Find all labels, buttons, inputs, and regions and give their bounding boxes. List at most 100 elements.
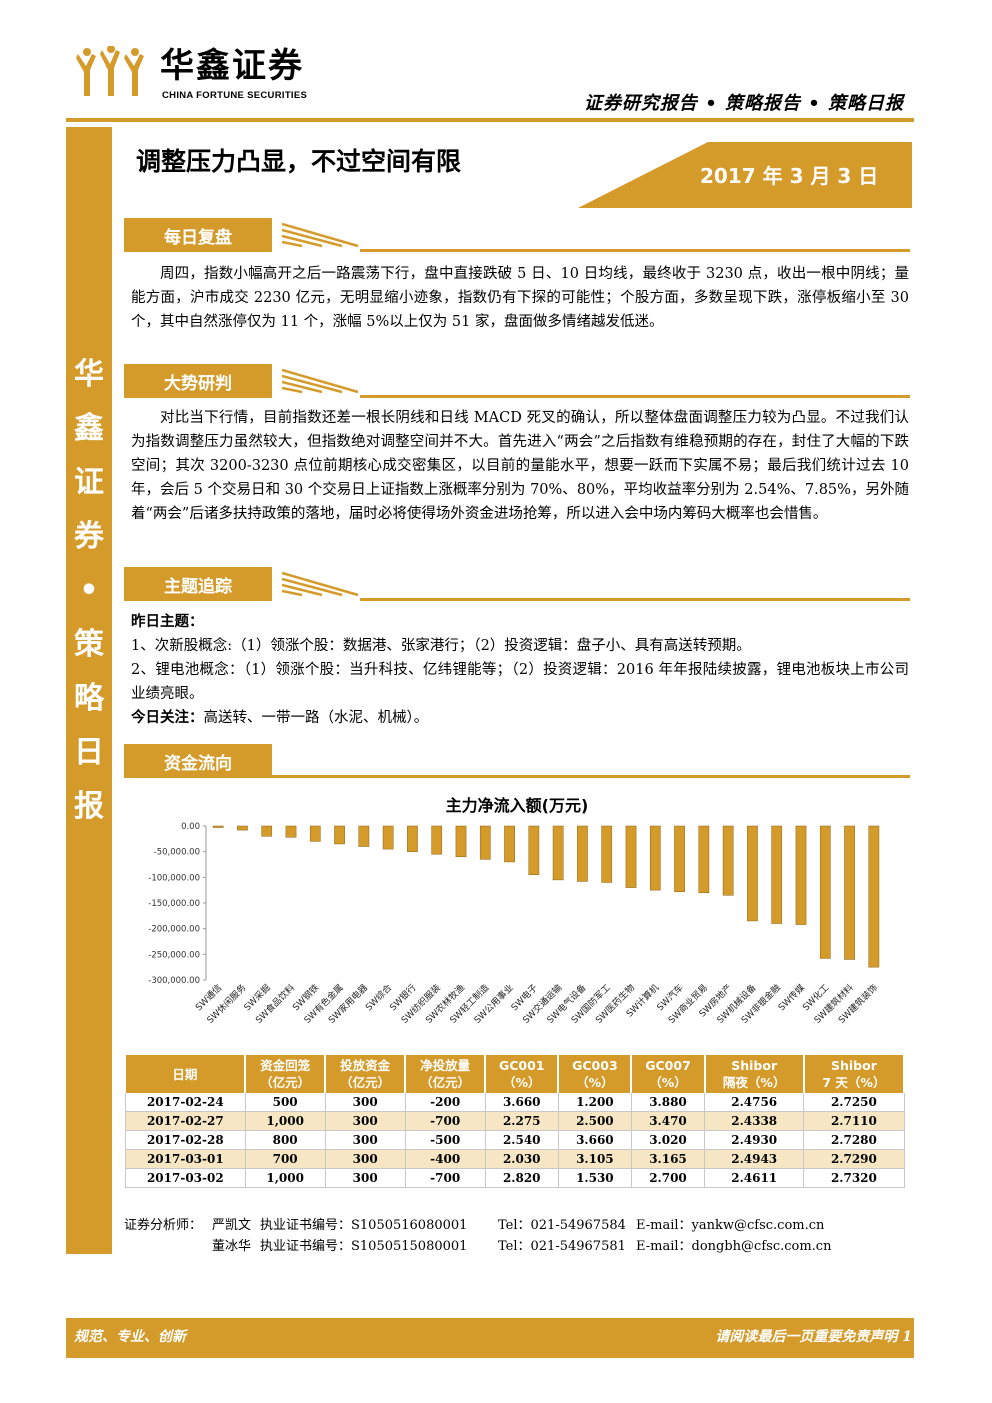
logo-text-cn: 华鑫证券 bbox=[160, 46, 304, 86]
section-header-daily-review: 每日复盘 bbox=[124, 218, 910, 252]
table-cell: 2.4756 bbox=[704, 1093, 805, 1112]
table-cell: 2017-02-28 bbox=[125, 1130, 246, 1150]
table-header-cell: 净投放量 （亿元） bbox=[405, 1055, 487, 1093]
bar bbox=[601, 825, 613, 883]
table-row: 2017-02-24 500 300 -200 3.660 1.200 3.880 2.475… bbox=[125, 1093, 905, 1112]
table-cell: 1.200 bbox=[558, 1093, 632, 1112]
sidebar-char: 鑫 bbox=[74, 411, 104, 446]
table-cell: 2.700 bbox=[631, 1168, 706, 1188]
table-cell: -700 bbox=[405, 1111, 486, 1131]
table-cell: -200 bbox=[405, 1093, 486, 1112]
sidebar-band bbox=[66, 127, 112, 1254]
table-header-cell: GC007 （%） bbox=[631, 1055, 706, 1093]
footer-slogan: 规范、专业、创新 bbox=[74, 1329, 186, 1345]
date-banner bbox=[578, 142, 912, 208]
table-cell: 3.020 bbox=[631, 1130, 706, 1150]
bar bbox=[479, 825, 491, 860]
y-tick-label: -50,000.00 bbox=[154, 848, 200, 858]
y-tick-label: -300,000.00 bbox=[148, 976, 200, 986]
analyst-role: 证券分析师： bbox=[124, 1218, 203, 1233]
table-row: 2017-03-02 1,000 300 -700 2.820 1.530 2.700 2.4… bbox=[125, 1168, 905, 1188]
yesterday-theme-label: 昨日主题： bbox=[131, 613, 204, 630]
table-cell: 2.7280 bbox=[803, 1130, 905, 1150]
table-cell: 2017-02-24 bbox=[125, 1093, 246, 1112]
header-rule bbox=[66, 118, 914, 122]
bar bbox=[261, 825, 273, 837]
table-cell: 2.4611 bbox=[704, 1168, 805, 1188]
report-date: 2017 年 3 月 3 日 bbox=[700, 164, 879, 188]
sidebar-char: 日 bbox=[74, 735, 104, 770]
table-cell: 3.660 bbox=[485, 1093, 559, 1112]
bar bbox=[212, 825, 224, 828]
bar bbox=[285, 825, 297, 838]
table-cell: 300 bbox=[325, 1130, 406, 1150]
bar bbox=[674, 825, 685, 892]
stripes-icon bbox=[282, 571, 359, 597]
bar bbox=[504, 825, 515, 863]
table-cell: 2017-03-02 bbox=[125, 1168, 246, 1188]
table-header-cell: 投放资金 （亿元） bbox=[325, 1055, 407, 1093]
table-cell: 3.165 bbox=[631, 1149, 706, 1169]
bar bbox=[577, 825, 588, 882]
sidebar-char: 证 bbox=[74, 465, 104, 500]
table-header-row: 日期 资金回笼 （亿元） 投放资金 （亿元） 净投放量 （亿元） GC001 （%） GC003 （… bbox=[125, 1055, 906, 1093]
footer-bar bbox=[66, 1318, 914, 1358]
table-cell: 2.540 bbox=[485, 1130, 559, 1150]
logo-text-en: CHINA FORTUNE SECURITIES bbox=[162, 90, 308, 101]
bar bbox=[747, 825, 758, 922]
bar bbox=[625, 825, 637, 888]
bar bbox=[431, 825, 443, 855]
table-cell: 1.530 bbox=[558, 1168, 632, 1188]
sidebar-vertical-title: 华鑫证券 • 策略日报 bbox=[66, 348, 112, 834]
chart-title: 主力净流入额(万元) bbox=[445, 796, 589, 815]
table-row: 2017-03-01 700 300 -400 2.030 3.105 3.165 2.494… bbox=[125, 1149, 905, 1169]
bar bbox=[237, 825, 248, 831]
theme-item-1: 1、次新股概念:（1）领涨个股：数据港、张家港行；（2）投资逻辑：盘子小、具有高… bbox=[131, 638, 751, 654]
today-focus-label: 今日关注： bbox=[131, 709, 204, 726]
table-cell: -400 bbox=[405, 1149, 486, 1169]
analyst-name: 严凯文 bbox=[212, 1218, 252, 1233]
table-cell: -700 bbox=[405, 1168, 486, 1188]
table-header-cell: GC001 （%） bbox=[485, 1055, 560, 1093]
analyst-cert: 执业证书编号：S1050515080001 bbox=[260, 1239, 468, 1254]
table-cell: 2.7110 bbox=[803, 1111, 905, 1131]
bar bbox=[358, 825, 370, 847]
table-cell: 3.880 bbox=[631, 1093, 706, 1112]
sidebar-char: 报 bbox=[74, 789, 104, 824]
section-header-trend: 大势研判 bbox=[124, 364, 910, 398]
section-header-theme: 主题追踪 bbox=[124, 567, 910, 601]
sidebar-char: 券 bbox=[74, 519, 104, 554]
analyst-cert: 执业证书编号：S1050516080001 bbox=[260, 1218, 468, 1233]
stripes-icon bbox=[282, 222, 359, 248]
table-cell: 300 bbox=[325, 1149, 406, 1169]
table-cell: 2.7290 bbox=[803, 1149, 905, 1169]
bar bbox=[819, 825, 831, 959]
bar bbox=[528, 825, 540, 876]
table-header-cell: 资金回笼 （亿元） bbox=[245, 1055, 327, 1093]
section-label: 每日复盘 bbox=[164, 228, 232, 248]
analyst-name: 董冰华 bbox=[212, 1239, 252, 1254]
table-cell: 3.660 bbox=[558, 1130, 632, 1150]
table-cell: 3.105 bbox=[558, 1149, 632, 1169]
sidebar-char: 略 bbox=[74, 681, 104, 716]
theme-text: 昨日主题： 1、次新股概念:（1）领涨个股：数据港、张家港行；（2）投资逻辑：盘… bbox=[131, 610, 909, 730]
report-type: 证券研究报告 • 策略报告 • 策略日报 bbox=[583, 93, 904, 114]
analyst-tel: Tel：021-54967581 bbox=[498, 1239, 626, 1254]
table-cell: 2017-02-27 bbox=[125, 1111, 246, 1131]
table-cell: 800 bbox=[245, 1130, 326, 1150]
table-cell: -500 bbox=[405, 1130, 486, 1150]
bar bbox=[309, 825, 321, 842]
bar bbox=[455, 825, 467, 858]
table-cell: 300 bbox=[325, 1093, 406, 1112]
y-tick-label: -150,000.00 bbox=[148, 899, 200, 909]
table-cell: 2.4930 bbox=[704, 1130, 805, 1150]
bar bbox=[407, 825, 418, 852]
table-cell: 700 bbox=[245, 1149, 326, 1169]
bar bbox=[844, 825, 855, 960]
fund-flow-table: 日期 资金回笼 （亿元） 投放资金 （亿元） 净投放量 （亿元） GC001 （%） GC003 （… bbox=[125, 1055, 906, 1188]
table-cell: 2.275 bbox=[485, 1111, 559, 1131]
table-cell: 2.500 bbox=[558, 1111, 632, 1131]
bar bbox=[771, 825, 783, 924]
daily-review-text: 周四，指数小幅高开之后一路震荡下行，盘中直接跌破 5 日、10 日均线，最终收于… bbox=[131, 266, 909, 330]
analyst-tel: Tel：021-54967584 bbox=[498, 1218, 626, 1233]
